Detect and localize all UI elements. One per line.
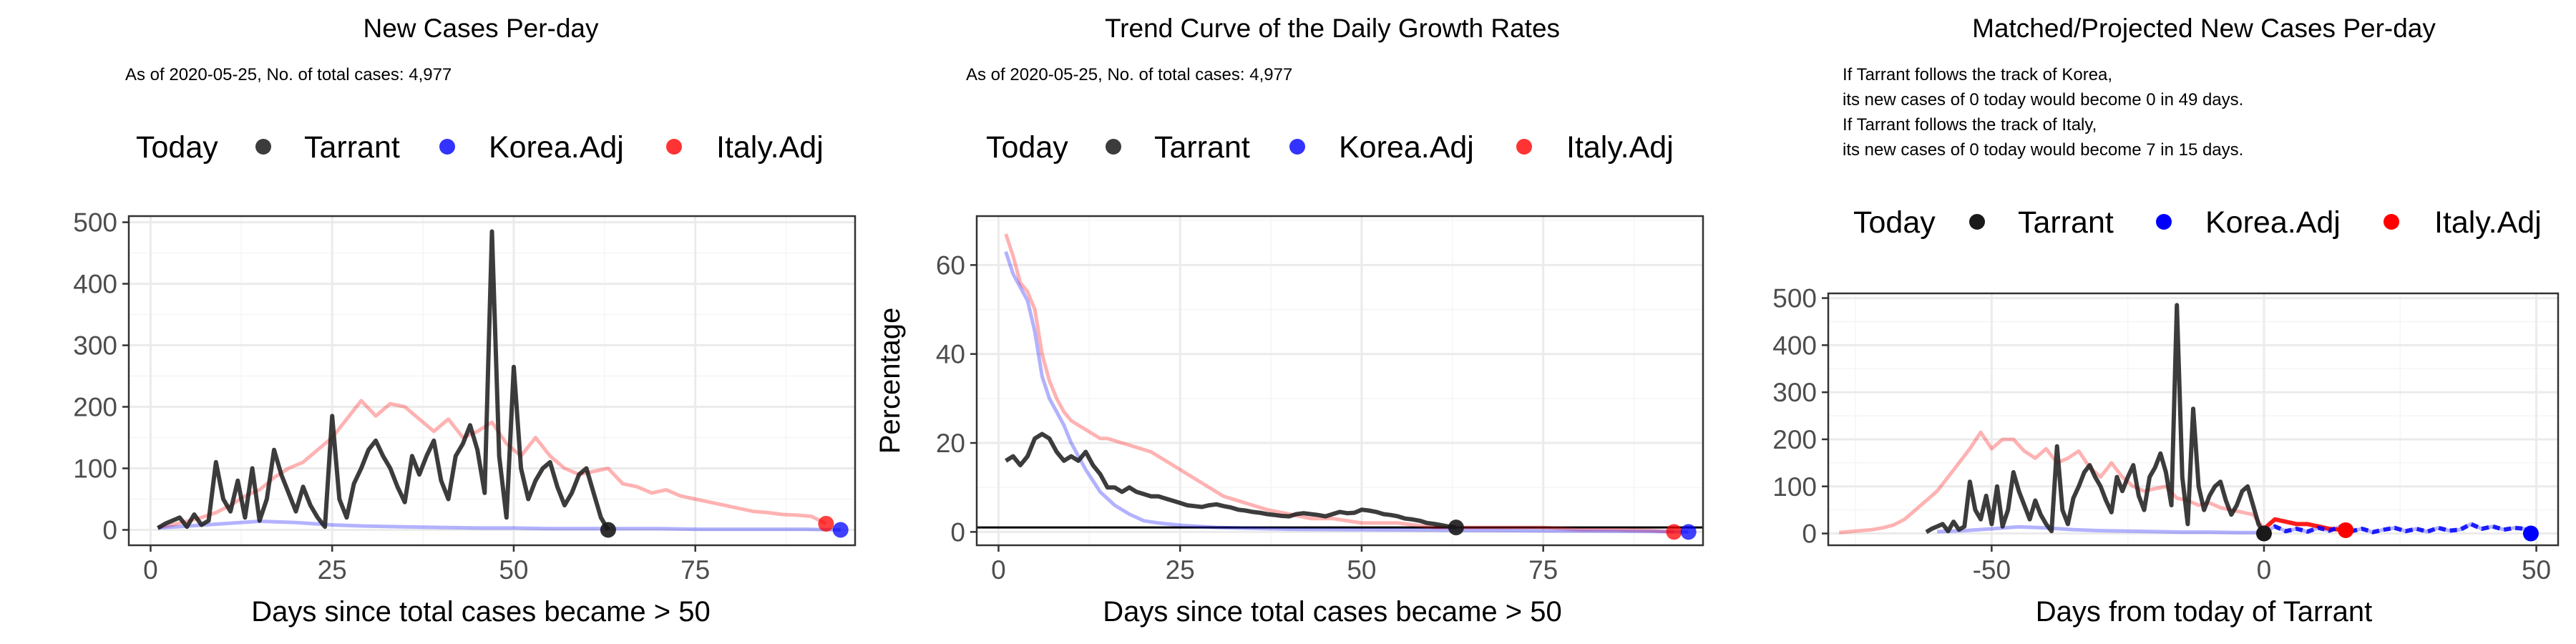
x-tick-label: -50 — [1973, 555, 2011, 585]
series-line-korea-adj — [1004, 250, 1689, 534]
legend-label: Tarrant — [304, 130, 400, 165]
x-axis-title: Days since total cases became > 50 — [1103, 596, 1561, 628]
chart-subtitle: As of 2020-05-25, No. of total cases: 4,… — [966, 65, 1292, 84]
legend-label: Tarrant — [2018, 205, 2114, 240]
x-tick-label: 0 — [143, 555, 158, 585]
legend-marker-italy-adj — [1516, 139, 1532, 155]
projection-line-korea-adj — [2263, 522, 2532, 535]
legend: Today Tarrant Korea.Adj Italy.Adj — [986, 130, 1674, 165]
y-tick-label: 400 — [1772, 331, 1817, 360]
plot-border — [975, 215, 1704, 547]
legend-marker-italy-adj — [2384, 214, 2399, 230]
grid — [1828, 293, 2558, 545]
grid — [129, 216, 855, 545]
x-tick-label: 0 — [991, 555, 1006, 585]
legend-label: Tarrant — [1154, 130, 1250, 165]
y-tick-label: 200 — [73, 393, 117, 422]
plot-background — [977, 216, 1703, 545]
y-tick-label: 300 — [73, 331, 117, 361]
y-tick-label: 60 — [936, 250, 965, 280]
annotation-line: its new cases of 0 today would become 7 … — [1843, 140, 2243, 160]
y-tick-label: 200 — [1772, 425, 1817, 454]
legend-title: Today — [986, 130, 1068, 165]
series-line-korea-adj — [157, 519, 841, 532]
annotation-line: If Tarrant follows the track of Italy, — [1843, 115, 2097, 135]
legend-marker-tarrant — [255, 139, 271, 155]
y-tick-label: 40 — [936, 340, 965, 369]
y-tick-label: 100 — [73, 454, 117, 484]
x-tick-label: 25 — [318, 555, 347, 585]
x-tick-label: 75 — [1528, 555, 1558, 585]
series-group — [1838, 303, 2539, 542]
chart-title: Matched/Projected New Cases Per-day — [1972, 14, 2436, 43]
legend-label: Italy.Adj — [2434, 205, 2542, 240]
legend-label: Korea.Adj — [489, 130, 624, 165]
legend-label: Korea.Adj — [2205, 205, 2341, 240]
legend-marker-tarrant — [1969, 214, 1985, 230]
y-tick-label: 500 — [73, 208, 117, 238]
today-point-italy-adj — [818, 515, 834, 532]
series-group — [1004, 233, 1697, 540]
legend-title: Today — [136, 130, 218, 165]
x-tick-label: 50 — [499, 555, 528, 585]
grid — [977, 216, 1703, 545]
y-axis-title: Percentage — [874, 308, 906, 454]
y-tick-label: 500 — [1772, 284, 1817, 313]
x-tick-label: 75 — [680, 555, 710, 585]
today-point-italy-adj — [2338, 522, 2354, 538]
legend-label: Korea.Adj — [1339, 130, 1474, 165]
projection-line-italy-adj — [2263, 517, 2346, 532]
legend: Today Tarrant Korea.Adj Italy.Adj — [136, 130, 824, 165]
today-point-korea-adj — [2522, 525, 2539, 542]
plot-border — [127, 215, 857, 547]
series-group — [157, 229, 849, 538]
y-tick-label: 300 — [1772, 378, 1817, 407]
plot-border — [1827, 292, 2560, 547]
today-point-tarrant — [1448, 519, 1464, 536]
legend-title: Today — [1853, 205, 1936, 240]
today-point-tarrant — [2255, 525, 2272, 542]
y-tick-label: 0 — [102, 516, 117, 545]
today-point-italy-adj — [1666, 524, 1682, 540]
legend-marker-italy-adj — [666, 139, 682, 155]
chart-panel-2: Trend Curve of the Daily Growth Rates As … — [874, 14, 1704, 628]
x-tick-label: 50 — [1347, 555, 1376, 585]
legend-label: Italy.Adj — [716, 130, 824, 165]
series-line-tarrant — [1005, 431, 1457, 530]
y-tick-label: 100 — [1772, 472, 1817, 502]
x-tick-label: 0 — [2257, 555, 2272, 585]
today-point-korea-adj — [832, 522, 849, 538]
legend-marker-tarrant — [1106, 139, 1121, 155]
annotation-line: If Tarrant follows the track of Korea, — [1843, 65, 2112, 84]
today-point-korea-adj — [1680, 524, 1697, 540]
legend-marker-korea-adj — [439, 139, 455, 155]
chart-panel-3: Matched/Projected New Cases Per-day If Ta… — [1772, 14, 2560, 628]
annotation-line: its new cases of 0 today would become 0 … — [1843, 90, 2243, 109]
legend-label: Italy.Adj — [1566, 130, 1674, 165]
chart-title: Trend Curve of the Daily Growth Rates — [1105, 14, 1560, 43]
series-line-tarrant — [1925, 303, 2266, 535]
legend: Today Tarrant Korea.Adj Italy.Adj — [1853, 205, 2542, 240]
y-tick-label: 0 — [950, 517, 965, 547]
x-tick-label: 50 — [2522, 555, 2551, 585]
x-tick-label: 25 — [1166, 555, 1195, 585]
chart-subtitle: As of 2020-05-25, No. of total cases: 4,… — [125, 65, 452, 84]
legend-marker-korea-adj — [2156, 214, 2172, 230]
axes: 0 25 50 75 0 20 40 60 — [936, 250, 1558, 585]
axes: 0 25 50 75 0 100 200 300 400 500 — [73, 208, 710, 585]
y-tick-label: 400 — [73, 270, 117, 299]
chart-panel-1: New Cases Per-day As of 2020-05-25, No. o… — [73, 14, 857, 628]
x-axis-title: Days from today of Tarrant — [2036, 596, 2373, 628]
x-axis-title: Days since total cases became > 50 — [251, 596, 710, 628]
series-line-tarrant — [157, 229, 610, 532]
y-tick-label: 0 — [1802, 519, 1817, 549]
legend-marker-korea-adj — [1289, 139, 1305, 155]
today-point-tarrant — [600, 522, 616, 538]
y-tick-label: 20 — [936, 429, 965, 458]
chart-title: New Cases Per-day — [363, 14, 599, 43]
